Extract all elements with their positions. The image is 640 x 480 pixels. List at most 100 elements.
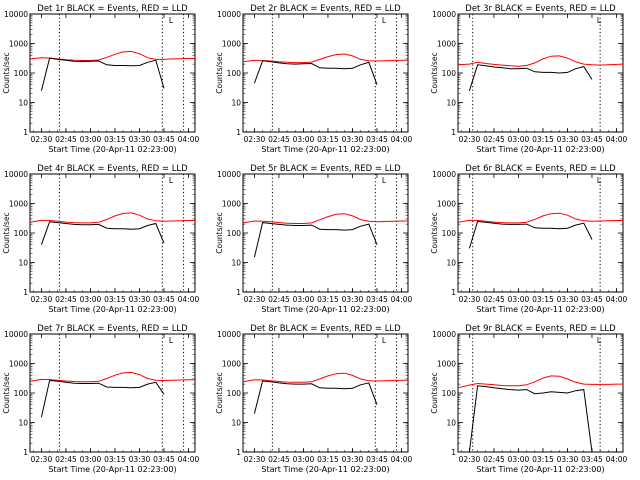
x-tick-label: 02:45 — [55, 455, 77, 464]
x-tick-label: 04:00 — [391, 455, 413, 464]
x-tick-label: 02:45 — [483, 135, 505, 144]
series-events-line — [40, 221, 165, 245]
x-tick-label: 03:30 — [557, 295, 579, 304]
series-events-line — [40, 379, 165, 418]
x-tick-label: 02:45 — [483, 295, 505, 304]
series-events-line — [253, 380, 378, 414]
y-tick-label: 10000 — [4, 170, 28, 179]
x-tick-label: 03:30 — [557, 455, 579, 464]
x-tick-label: 03:00 — [293, 135, 315, 144]
x-tick-label: 02:45 — [268, 455, 290, 464]
y-tick-label: 1000 — [9, 360, 28, 369]
x-tick-label: 02:30 — [31, 135, 53, 144]
plot-frame — [457, 13, 624, 133]
y-tick-label: 1000 — [222, 360, 241, 369]
panel-title: Det 6r BLACK = Events, RED = LLD — [465, 164, 616, 174]
x-tick-label: 03:45 — [581, 295, 603, 304]
y-axis-label: Counts/sec — [215, 212, 224, 253]
x-tick-label: 02:30 — [244, 295, 266, 304]
y-tick-label: 1 — [236, 128, 241, 137]
panel-title: Det 3r BLACK = Events, RED = LLD — [465, 4, 616, 14]
panel-det-4r: Det 4r BLACK = Events, RED = LLD 1 10 100 10… — [2, 164, 199, 314]
x-tick-label: 03:45 — [153, 455, 175, 464]
series-events-line — [253, 222, 378, 258]
panel-det-2r: Det 2r BLACK = Events, RED = LLD 1 10 100 10… — [215, 4, 412, 154]
x-tick-label: 02:45 — [483, 455, 505, 464]
y-tick-label: 10 — [446, 419, 456, 428]
x-axis-label: Start Time (20-Apr-11 02:23:00) — [261, 465, 389, 474]
x-tick-label: 03:00 — [508, 455, 530, 464]
x-tick-label: 03:00 — [508, 135, 530, 144]
plot-frame — [457, 173, 624, 293]
x-axis-label: Start Time (20-Apr-11 02:23:00) — [48, 465, 176, 474]
y-tick-label: 10000 — [432, 330, 456, 339]
y-axis-label: Counts/sec — [430, 212, 439, 253]
series-events-line — [253, 60, 378, 85]
panel-det-5r: Det 5r BLACK = Events, RED = LLD 1 10 100 10… — [215, 164, 412, 314]
flag-marker: L — [382, 16, 387, 25]
y-tick-label: 10000 — [4, 10, 28, 19]
x-tick-label: 03:45 — [581, 135, 603, 144]
y-axis-label: Counts/sec — [2, 52, 11, 93]
y-tick-label: 1000 — [437, 360, 456, 369]
y-tick-label: 10000 — [217, 10, 241, 19]
x-tick-label: 04:00 — [606, 295, 628, 304]
y-tick-label: 1000 — [9, 200, 28, 209]
y-tick-label: 10 — [18, 259, 28, 268]
y-tick-label: 1 — [23, 288, 28, 297]
y-axis-label: Counts/sec — [215, 372, 224, 413]
y-tick-label: 1000 — [222, 200, 241, 209]
x-tick-label: 03:00 — [80, 295, 102, 304]
x-tick-label: 03:00 — [80, 135, 102, 144]
plot-frame — [242, 173, 409, 293]
x-tick-label: 03:15 — [532, 295, 554, 304]
x-tick-label: 03:15 — [104, 135, 126, 144]
y-tick-label: 1000 — [437, 200, 456, 209]
plot-frame — [242, 333, 409, 453]
y-tick-label: 1 — [451, 288, 456, 297]
x-axis-label: Start Time (20-Apr-11 02:23:00) — [48, 305, 176, 314]
x-tick-label: 03:15 — [104, 455, 126, 464]
flag-marker: L — [597, 176, 602, 185]
series-lld-line — [242, 372, 408, 383]
x-tick-label: 03:15 — [317, 455, 339, 464]
flag-marker: L — [169, 336, 174, 345]
x-tick-label: 02:30 — [459, 455, 481, 464]
flag-marker: L — [169, 16, 174, 25]
y-tick-label: 10 — [18, 99, 28, 108]
plot-frame — [242, 13, 409, 133]
y-tick-label: 10000 — [217, 330, 241, 339]
series-lld-line — [457, 375, 623, 389]
x-tick-label: 02:30 — [244, 455, 266, 464]
x-tick-label: 03:00 — [80, 455, 102, 464]
y-tick-label: 1 — [236, 448, 241, 457]
x-tick-label: 03:30 — [129, 295, 151, 304]
y-tick-label: 100 — [227, 69, 242, 78]
y-tick-label: 100 — [442, 229, 457, 238]
plot-frame — [29, 13, 196, 133]
y-tick-label: 1 — [451, 448, 456, 457]
flag-marker: L — [597, 336, 602, 345]
plot-frame — [29, 333, 196, 453]
series-lld-line — [457, 212, 623, 224]
x-tick-label: 03:45 — [153, 135, 175, 144]
series-events-line — [468, 385, 593, 453]
x-tick-label: 04:00 — [391, 135, 413, 144]
y-tick-label: 10000 — [4, 330, 28, 339]
y-tick-label: 10 — [231, 419, 241, 428]
plot-frame — [29, 173, 196, 293]
series-events-line — [468, 64, 593, 91]
panel-det-3r: Det 3r BLACK = Events, RED = LLD 1 10 100 10… — [430, 4, 627, 154]
panel-det-1r: Det 1r BLACK = Events, RED = LLD 1 10 100 10… — [2, 4, 199, 154]
y-tick-label: 10 — [231, 259, 241, 268]
flag-marker: L — [169, 176, 174, 185]
y-tick-label: 100 — [14, 229, 29, 238]
x-tick-label: 03:15 — [317, 135, 339, 144]
x-tick-label: 03:30 — [342, 135, 364, 144]
y-tick-label: 10000 — [217, 170, 241, 179]
y-axis-label: Counts/sec — [2, 372, 11, 413]
x-tick-label: 02:30 — [31, 455, 53, 464]
x-tick-label: 02:30 — [31, 295, 53, 304]
y-tick-label: 1 — [236, 288, 241, 297]
